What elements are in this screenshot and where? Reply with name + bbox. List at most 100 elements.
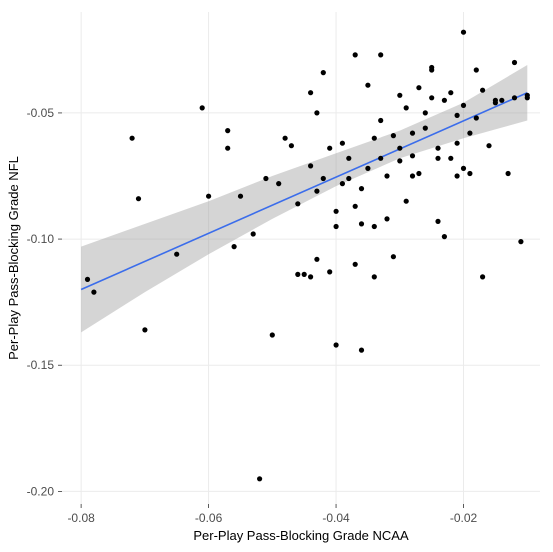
data-point [474, 115, 479, 120]
data-point [378, 156, 383, 161]
data-point [480, 88, 485, 93]
data-point [372, 136, 377, 141]
data-point [200, 105, 205, 110]
data-point [461, 30, 466, 35]
data-point [416, 85, 421, 90]
data-point [327, 269, 332, 274]
data-point [295, 201, 300, 206]
data-point [442, 234, 447, 239]
y-tick-label: -0.15 [27, 358, 55, 372]
data-point [429, 95, 434, 100]
x-tick-label: -0.08 [67, 511, 95, 525]
x-tick-label: -0.02 [450, 511, 478, 525]
data-point [346, 176, 351, 181]
data-point [314, 189, 319, 194]
data-point [378, 118, 383, 123]
data-point [353, 262, 358, 267]
data-point [263, 176, 268, 181]
data-point [365, 166, 370, 171]
data-point [340, 141, 345, 146]
data-point [314, 257, 319, 262]
data-point [206, 194, 211, 199]
y-tick-label: -0.05 [27, 106, 55, 120]
data-point [174, 252, 179, 257]
data-point [474, 67, 479, 72]
data-point [353, 52, 358, 57]
scatter-chart: -0.08-0.06-0.04-0.02-0.20-0.15-0.10-0.05… [0, 0, 553, 552]
data-point [397, 158, 402, 163]
data-point [455, 141, 460, 146]
data-point [493, 98, 498, 103]
chart-svg: -0.08-0.06-0.04-0.02-0.20-0.15-0.10-0.05… [0, 0, 553, 552]
data-point [238, 194, 243, 199]
data-point [130, 136, 135, 141]
data-point [435, 146, 440, 151]
data-point [308, 163, 313, 168]
data-point [435, 156, 440, 161]
data-point [295, 272, 300, 277]
data-point [251, 231, 256, 236]
data-point [455, 113, 460, 118]
data-point [334, 224, 339, 229]
x-tick-label: -0.06 [195, 511, 223, 525]
data-point [416, 171, 421, 176]
data-point [423, 110, 428, 115]
data-point [225, 128, 230, 133]
data-point [359, 186, 364, 191]
data-point [448, 156, 453, 161]
x-axis-title: Per-Play Pass-Blocking Grade NCAA [193, 528, 409, 543]
data-point [365, 83, 370, 88]
data-point [314, 110, 319, 115]
data-point [327, 146, 332, 151]
data-point [359, 221, 364, 226]
data-point [289, 143, 294, 148]
data-point [276, 181, 281, 186]
data-point [308, 90, 313, 95]
data-point [359, 348, 364, 353]
data-point [480, 274, 485, 279]
data-point [448, 90, 453, 95]
data-point [486, 143, 491, 148]
data-point [302, 272, 307, 277]
data-point [321, 70, 326, 75]
data-point [142, 327, 147, 332]
data-point [91, 290, 96, 295]
data-point [397, 146, 402, 151]
data-point [525, 93, 530, 98]
data-point [410, 153, 415, 158]
x-tick-label: -0.04 [322, 511, 350, 525]
data-point [467, 171, 472, 176]
data-point [225, 146, 230, 151]
data-point [397, 93, 402, 98]
y-axis-title: Per-Play Pass-Blocking Grade NFL [6, 156, 21, 360]
data-point [270, 332, 275, 337]
data-point [353, 204, 358, 209]
data-point [384, 173, 389, 178]
data-point [391, 254, 396, 259]
data-point [334, 209, 339, 214]
data-point [378, 52, 383, 57]
data-point [384, 216, 389, 221]
y-tick-label: -0.20 [27, 484, 55, 498]
data-point [346, 156, 351, 161]
data-point [334, 342, 339, 347]
data-point [232, 244, 237, 249]
data-point [372, 224, 377, 229]
data-point [404, 199, 409, 204]
data-point [429, 65, 434, 70]
data-point [423, 126, 428, 131]
data-point [499, 98, 504, 103]
data-point [512, 60, 517, 65]
data-point [442, 98, 447, 103]
data-point [410, 131, 415, 136]
data-point [518, 239, 523, 244]
data-point [372, 274, 377, 279]
data-point [455, 173, 460, 178]
data-point [404, 105, 409, 110]
data-point [506, 171, 511, 176]
data-point [512, 95, 517, 100]
data-point [321, 176, 326, 181]
data-point [283, 136, 288, 141]
data-point [391, 133, 396, 138]
data-point [461, 103, 466, 108]
